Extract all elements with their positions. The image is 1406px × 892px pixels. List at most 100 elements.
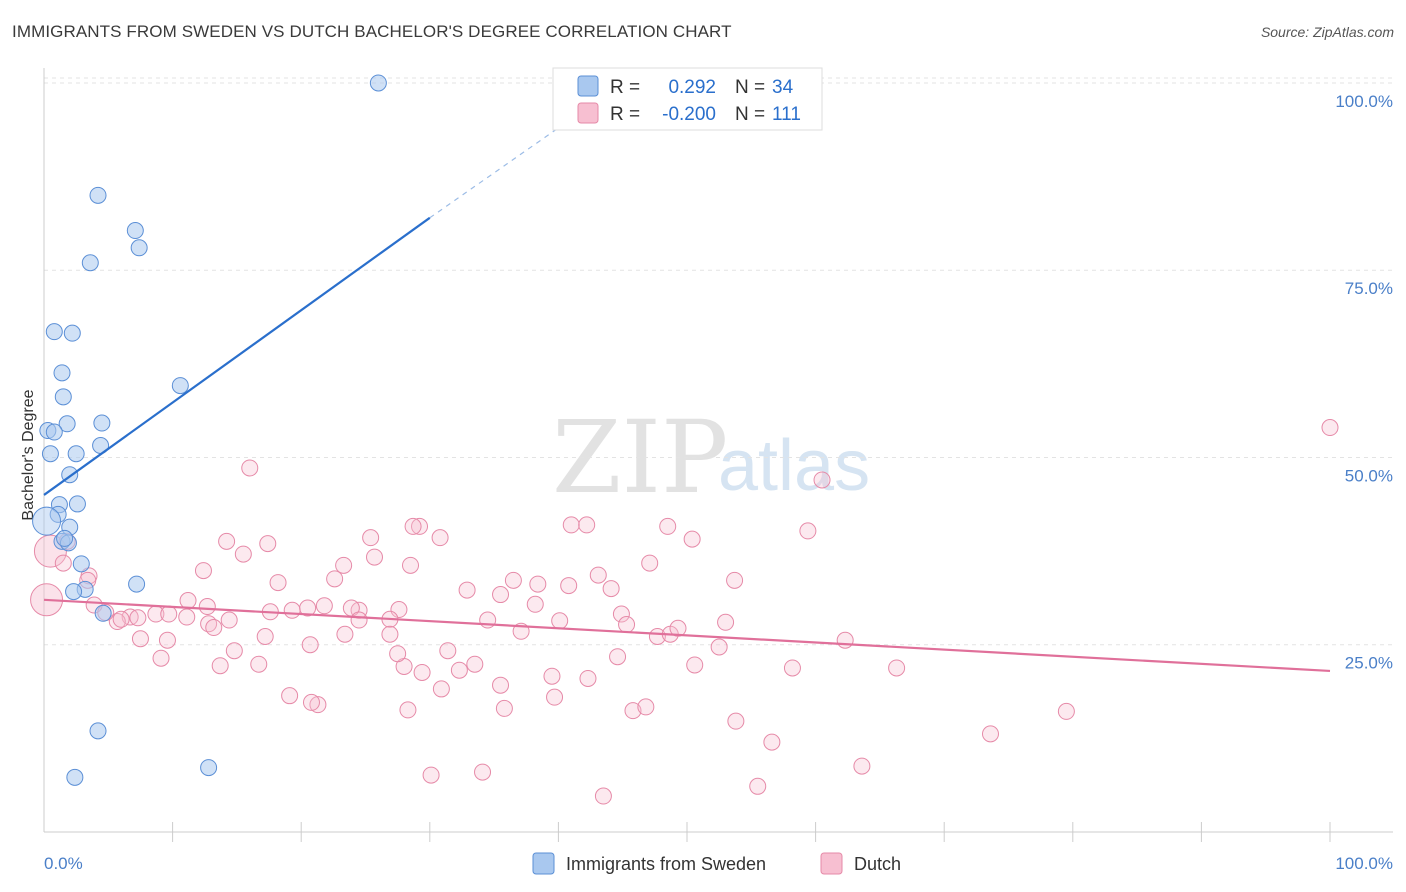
dutch-point bbox=[431, 529, 449, 547]
dutch-point bbox=[1321, 419, 1339, 437]
dutch-point bbox=[686, 656, 704, 674]
dutch-point bbox=[335, 556, 353, 574]
dutch-legend-swatch bbox=[577, 102, 599, 124]
sweden-point bbox=[72, 555, 90, 573]
dutch-point bbox=[178, 608, 196, 626]
sweden-point bbox=[63, 324, 81, 342]
sweden-trend-line bbox=[43, 216, 431, 496]
sweden-point bbox=[45, 423, 63, 441]
dutch-series-label: Dutch bbox=[854, 854, 901, 874]
dutch-point bbox=[749, 777, 767, 795]
sweden-point bbox=[58, 415, 76, 433]
dutch-point bbox=[362, 529, 380, 547]
dutch-r-value: -0.200 bbox=[662, 104, 716, 125]
dutch-point bbox=[836, 631, 854, 649]
sweden-point bbox=[93, 414, 111, 432]
dutch-point bbox=[432, 680, 450, 698]
dutch-point bbox=[726, 571, 744, 589]
dutch-point bbox=[888, 659, 906, 677]
y-tick-label-25: 25.0% bbox=[1345, 654, 1393, 673]
dutch-point bbox=[637, 698, 655, 716]
dutch-point bbox=[211, 657, 229, 675]
dutch-point bbox=[474, 763, 492, 781]
dutch-point bbox=[529, 575, 547, 593]
dutch-point bbox=[220, 611, 238, 629]
dutch-point bbox=[492, 676, 510, 694]
sweden-point bbox=[45, 323, 63, 341]
sweden-point bbox=[41, 445, 59, 463]
x-ticks bbox=[172, 822, 1331, 842]
dutch-point bbox=[413, 663, 431, 681]
dutch-point bbox=[594, 787, 612, 805]
dutch-point bbox=[160, 605, 178, 623]
dutch-point bbox=[624, 702, 642, 720]
dutch-point bbox=[302, 693, 320, 711]
y-axis-label: Bachelor's Degree bbox=[20, 389, 37, 520]
dutch-point bbox=[198, 598, 216, 616]
series-legend: Immigrants from Sweden Dutch bbox=[532, 852, 901, 875]
dutch-point bbox=[131, 630, 149, 648]
dutch-point bbox=[234, 545, 252, 563]
dutch-point bbox=[799, 522, 817, 540]
dutch-point bbox=[853, 757, 871, 775]
dutch-point bbox=[326, 570, 344, 588]
dutch-point bbox=[299, 599, 317, 617]
y-tick-label-50: 50.0% bbox=[1345, 466, 1393, 485]
dutch-point bbox=[350, 611, 368, 629]
dutch-point bbox=[813, 471, 831, 489]
chart-title: IMMIGRANTS FROM SWEDEN VS DUTCH BACHELOR… bbox=[12, 22, 732, 41]
y-tick-label-100: 100.0% bbox=[1335, 92, 1393, 111]
sweden-point bbox=[369, 74, 387, 92]
x-tick-label-right: 100.0% bbox=[1335, 854, 1393, 873]
sweden-bottom-swatch bbox=[532, 852, 555, 875]
dutch-point bbox=[504, 571, 522, 589]
dutch-point bbox=[717, 613, 735, 631]
sweden-r-label: R = bbox=[610, 77, 640, 98]
dutch-bottom-swatch bbox=[820, 852, 843, 875]
dutch-point bbox=[152, 649, 170, 667]
dutch-point bbox=[259, 535, 277, 553]
dutch-point bbox=[1057, 702, 1075, 720]
sweden-point bbox=[56, 529, 74, 547]
dutch-point bbox=[612, 605, 630, 623]
dutch-point bbox=[578, 516, 596, 534]
dutch-n-value: 111 bbox=[772, 104, 801, 125]
sweden-point bbox=[126, 222, 144, 240]
dutch-point bbox=[399, 701, 417, 719]
dutch-point bbox=[194, 562, 212, 580]
dutch-point bbox=[241, 459, 259, 477]
sweden-point bbox=[32, 506, 62, 536]
y-tick-labels: 25.0% 50.0% 75.0% 100.0% bbox=[1335, 92, 1393, 673]
dutch-point bbox=[546, 688, 564, 706]
dutch-point bbox=[589, 566, 607, 584]
sweden-point bbox=[81, 254, 99, 272]
dutch-point bbox=[458, 581, 476, 599]
sweden-trend-extension bbox=[429, 127, 559, 219]
dutch-point bbox=[492, 586, 510, 604]
dutch-series bbox=[30, 419, 1339, 805]
dutch-point bbox=[543, 667, 561, 685]
sweden-point bbox=[89, 186, 107, 204]
sweden-n-label: N = bbox=[735, 77, 765, 98]
dutch-point bbox=[129, 609, 147, 627]
dutch-point bbox=[404, 517, 422, 535]
correlation-legend: R = 0.292 N = 34 R = -0.200 N = 111 bbox=[552, 67, 823, 131]
sweden-point bbox=[171, 377, 189, 395]
sweden-point bbox=[200, 759, 218, 777]
dutch-point bbox=[641, 554, 659, 572]
sweden-point bbox=[65, 583, 83, 601]
sweden-point bbox=[94, 604, 112, 622]
dutch-point bbox=[618, 616, 636, 634]
x-tick-label-left: 0.0% bbox=[44, 854, 83, 873]
dutch-point bbox=[783, 659, 801, 677]
dutch-n-label: N = bbox=[735, 104, 765, 125]
sweden-point bbox=[53, 364, 71, 382]
dutch-point bbox=[562, 516, 580, 534]
dutch-point bbox=[526, 595, 544, 613]
dutch-point bbox=[281, 687, 299, 705]
dutch-point bbox=[669, 619, 687, 637]
dutch-point bbox=[54, 554, 72, 572]
dutch-point bbox=[269, 574, 287, 592]
sweden-series-label: Immigrants from Sweden bbox=[566, 854, 766, 874]
